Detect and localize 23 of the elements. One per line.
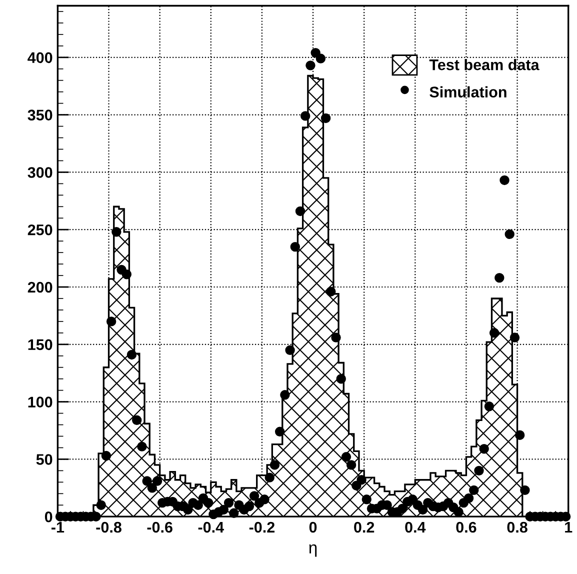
- legend-label: Test beam data: [429, 59, 540, 70]
- y-tick-label: 250: [28, 224, 52, 236]
- x-tick-label: 1: [565, 522, 572, 533]
- y-tick-label: 0: [44, 511, 52, 522]
- x-tick-label: 0.2: [354, 522, 374, 533]
- x-tick-label: -0.2: [249, 522, 275, 533]
- y-tick-label: 50: [36, 454, 52, 465]
- x-tick-label: 0.8: [507, 522, 528, 533]
- x-tick-label: -0.4: [198, 522, 224, 533]
- x-tick-label: -0.8: [96, 522, 122, 533]
- y-tick-label: 100: [28, 396, 52, 408]
- y-tick-label: 400: [28, 52, 52, 64]
- y-tick-label: 350: [28, 110, 52, 121]
- x-tick-label: 0.6: [456, 522, 476, 533]
- legend-label: Simulation: [430, 86, 506, 98]
- x-tick-label: -0.6: [147, 522, 172, 533]
- y-tick-label: 300: [28, 167, 52, 178]
- y-tick-label: 150: [28, 339, 52, 350]
- y-tick-label: 200: [28, 282, 52, 293]
- x-tick-label: -1: [52, 522, 64, 533]
- x-axis-title: η: [309, 544, 317, 557]
- x-tick-label: 0: [309, 522, 317, 533]
- x-tick-label: 0.4: [405, 522, 426, 533]
